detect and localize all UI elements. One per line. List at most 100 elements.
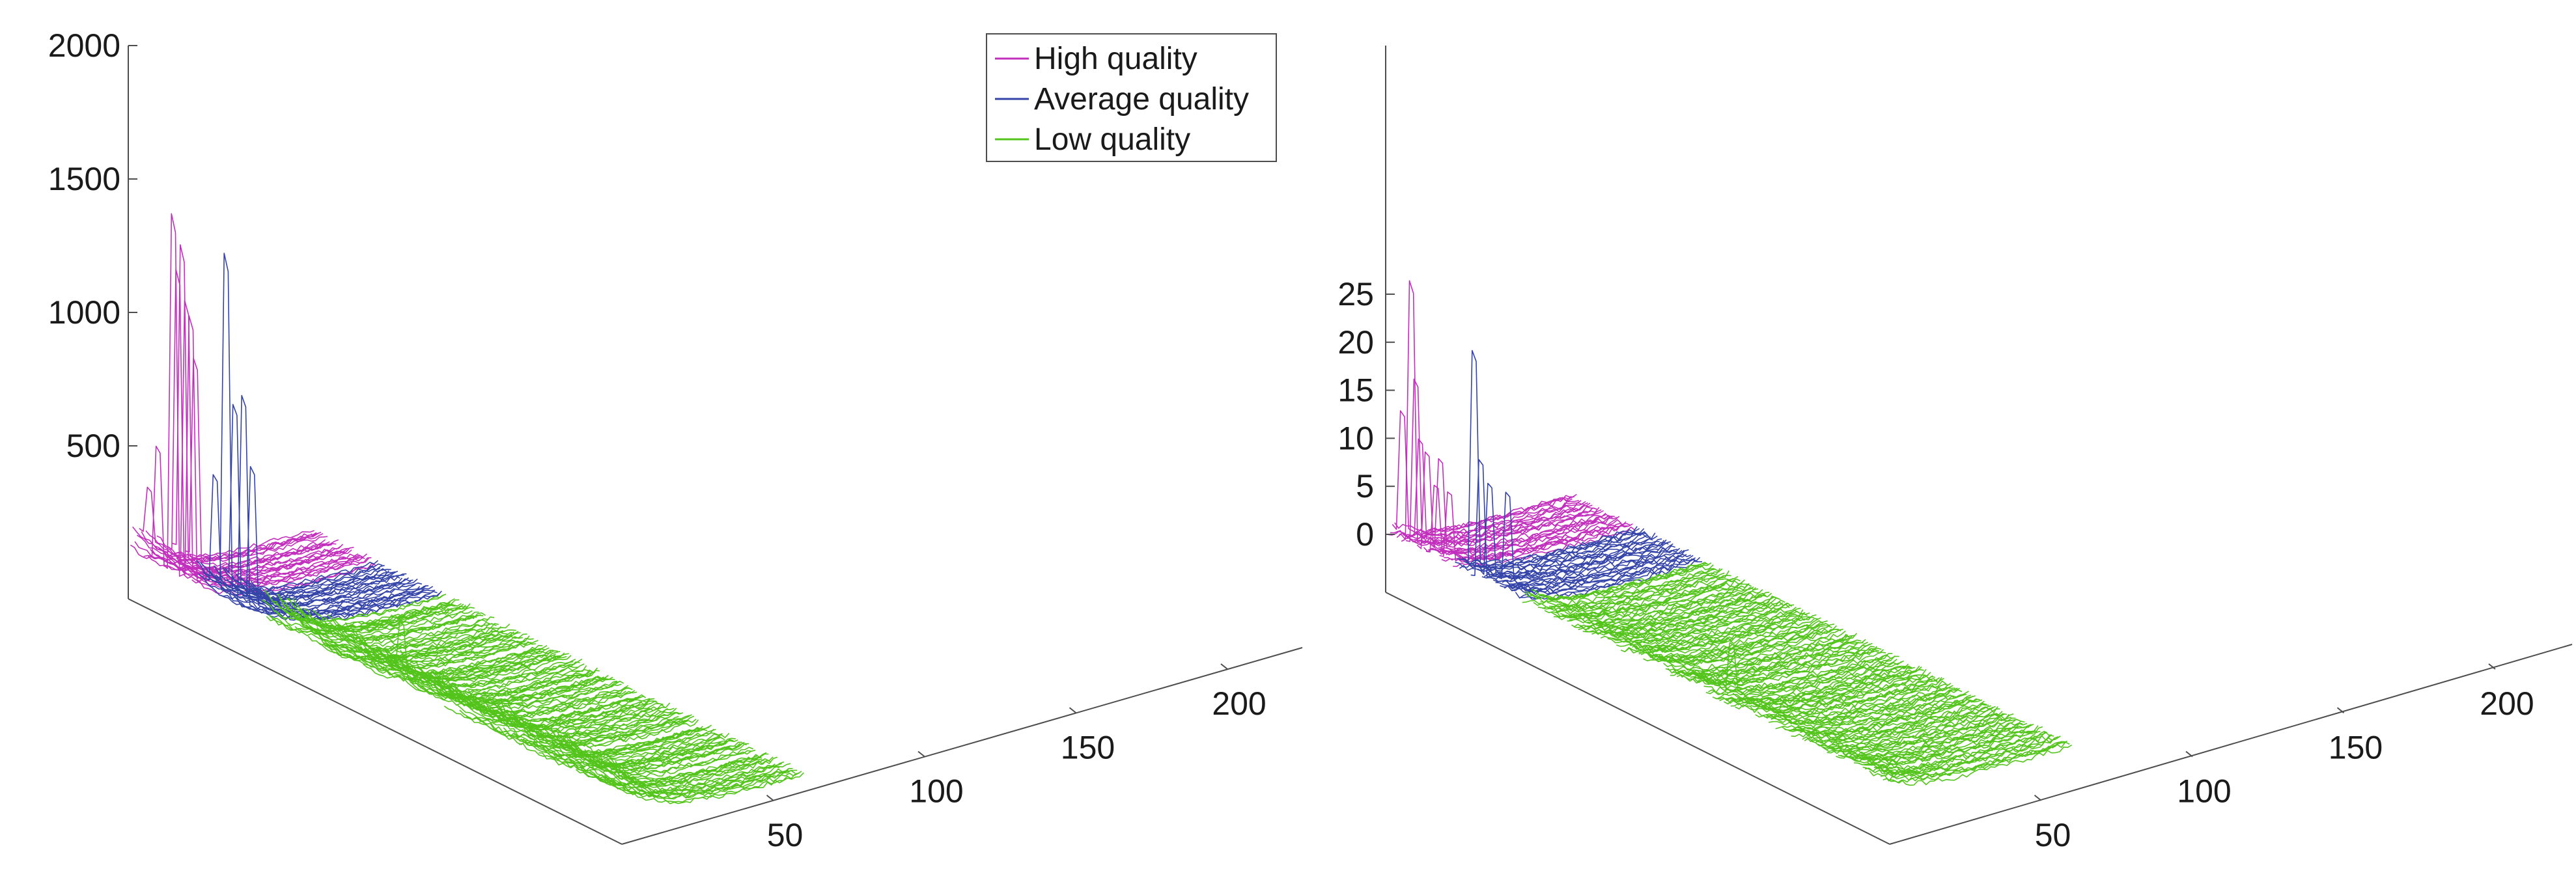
trace-low-211	[591, 756, 774, 786]
trace-low-159	[1741, 669, 1924, 708]
trace-low-108	[1627, 612, 1810, 650]
trace-low-151	[1724, 665, 1907, 705]
trace-low-76	[1555, 576, 1739, 618]
trace-low-62	[264, 590, 447, 622]
trace-average-48	[233, 394, 416, 615]
x-tick-mark	[1069, 707, 1077, 714]
trace-low-81	[1567, 583, 1750, 624]
trace-low-155	[1732, 667, 1916, 702]
z-tick-label: 500	[66, 428, 120, 464]
trace-low-145	[1710, 653, 1893, 690]
trace-low-97	[341, 636, 524, 666]
legend-label-high: High quality	[1034, 42, 1197, 76]
trace-low-224	[1886, 741, 2070, 778]
trace-low-75	[292, 598, 475, 634]
trace-high-16	[163, 213, 345, 583]
x-tick-label: 50	[767, 817, 804, 853]
z-tick-label: 2000	[48, 27, 120, 64]
z-tick-label: 20	[1337, 324, 1374, 361]
trace-low-169	[1764, 680, 1947, 721]
trace-low-104	[1618, 607, 1801, 645]
trace-average-57	[253, 583, 436, 615]
trace-high-11	[1410, 438, 1593, 542]
trace-low-191	[1813, 706, 1996, 742]
trace-low-223	[617, 773, 800, 804]
trace-average-50	[237, 586, 421, 619]
trace-low-182	[527, 724, 710, 753]
trace-low-111	[1634, 614, 1817, 653]
left-ticks: 500 1000 1500 2000 50 100 150 200	[48, 27, 1267, 853]
trace-low-222	[1883, 741, 2065, 784]
trace-low-168	[496, 715, 679, 748]
trace-low-138	[1694, 646, 1877, 687]
trace-low-184	[1797, 698, 1980, 736]
trace-high-19	[1428, 514, 1611, 555]
trace-low-73	[1549, 575, 1731, 612]
right-ticks: 0 5 10 15 20 25 50 100 150 200	[1337, 276, 2534, 853]
z-tick-label: 0	[1356, 516, 1374, 553]
trace-average-33	[200, 562, 383, 592]
x-tick-label: 150	[2329, 729, 2383, 765]
x-tick-mark	[2185, 750, 2193, 758]
trace-low-90	[1587, 592, 1770, 629]
trace-low-208	[1851, 723, 2034, 765]
trace-low-215	[1867, 731, 2050, 770]
trace-low-174	[509, 712, 692, 743]
trace-low-210	[1856, 725, 2039, 763]
trace-low-119	[389, 655, 572, 685]
trace-low-87	[1580, 589, 1763, 631]
x-tick-label: 50	[2035, 817, 2071, 853]
trace-average-59	[257, 592, 440, 622]
trace-low-123	[1660, 628, 1843, 665]
trace-low-170	[501, 702, 684, 738]
trace-low-182	[1793, 695, 1976, 737]
trace-high-2	[1390, 497, 1573, 538]
trace-low-64	[1528, 562, 1712, 601]
trace-low-84	[312, 609, 495, 644]
x-tick-mark	[2488, 663, 2496, 670]
legend-box	[986, 33, 1277, 162]
legend-label-low: Low quality	[1034, 122, 1190, 157]
legend-label-average: Average quality	[1034, 82, 1249, 117]
z-tick-label: 1000	[48, 294, 120, 331]
trace-low-70	[281, 601, 464, 630]
right-depth-axis	[1385, 592, 1890, 845]
trace-average-48	[1492, 545, 1675, 585]
trace-low-61	[1522, 564, 1705, 605]
trace-low-104	[356, 640, 539, 668]
right-x-axis	[1889, 644, 2573, 845]
left-x-axis	[621, 647, 1303, 845]
z-tick-label: 10	[1337, 420, 1374, 456]
trace-low-124	[1663, 630, 1846, 671]
trace-low-102	[352, 628, 534, 663]
trace-low-218	[606, 769, 789, 799]
trace-low-79	[301, 611, 484, 640]
trace-low-103	[1616, 609, 1799, 650]
trace-average-50	[1497, 491, 1681, 586]
trace-high-24	[180, 315, 363, 588]
trace-low-85	[1576, 586, 1759, 624]
trace-low-82	[1569, 583, 1752, 624]
trace-average-44	[1483, 539, 1667, 581]
trace-low-176	[1780, 689, 1963, 724]
trace-low-220	[1878, 736, 2061, 775]
trace-high-22	[176, 299, 359, 581]
trace-low-116	[1645, 620, 1828, 660]
chart-right: 0 5 10 15 20 25 50 100 150 200	[1337, 46, 2573, 853]
trace-high-5	[139, 486, 322, 558]
trace-low-77	[1558, 578, 1741, 615]
trace-low-102	[1614, 607, 1797, 642]
trace-average-57	[1513, 557, 1696, 594]
x-tick-mark	[1220, 663, 1228, 670]
trace-high-28	[1448, 523, 1631, 560]
x-tick-mark	[766, 794, 774, 801]
trace-low-77	[296, 611, 479, 642]
trace-low-168	[1761, 678, 1944, 715]
trace-low-183	[529, 721, 712, 753]
right-traces	[1388, 280, 2073, 786]
trace-average-39	[213, 565, 396, 597]
trace-low-200	[1833, 717, 2016, 754]
trace-low-202	[571, 743, 754, 775]
trace-low-175	[512, 711, 695, 745]
trace-average-54	[1506, 549, 1689, 588]
